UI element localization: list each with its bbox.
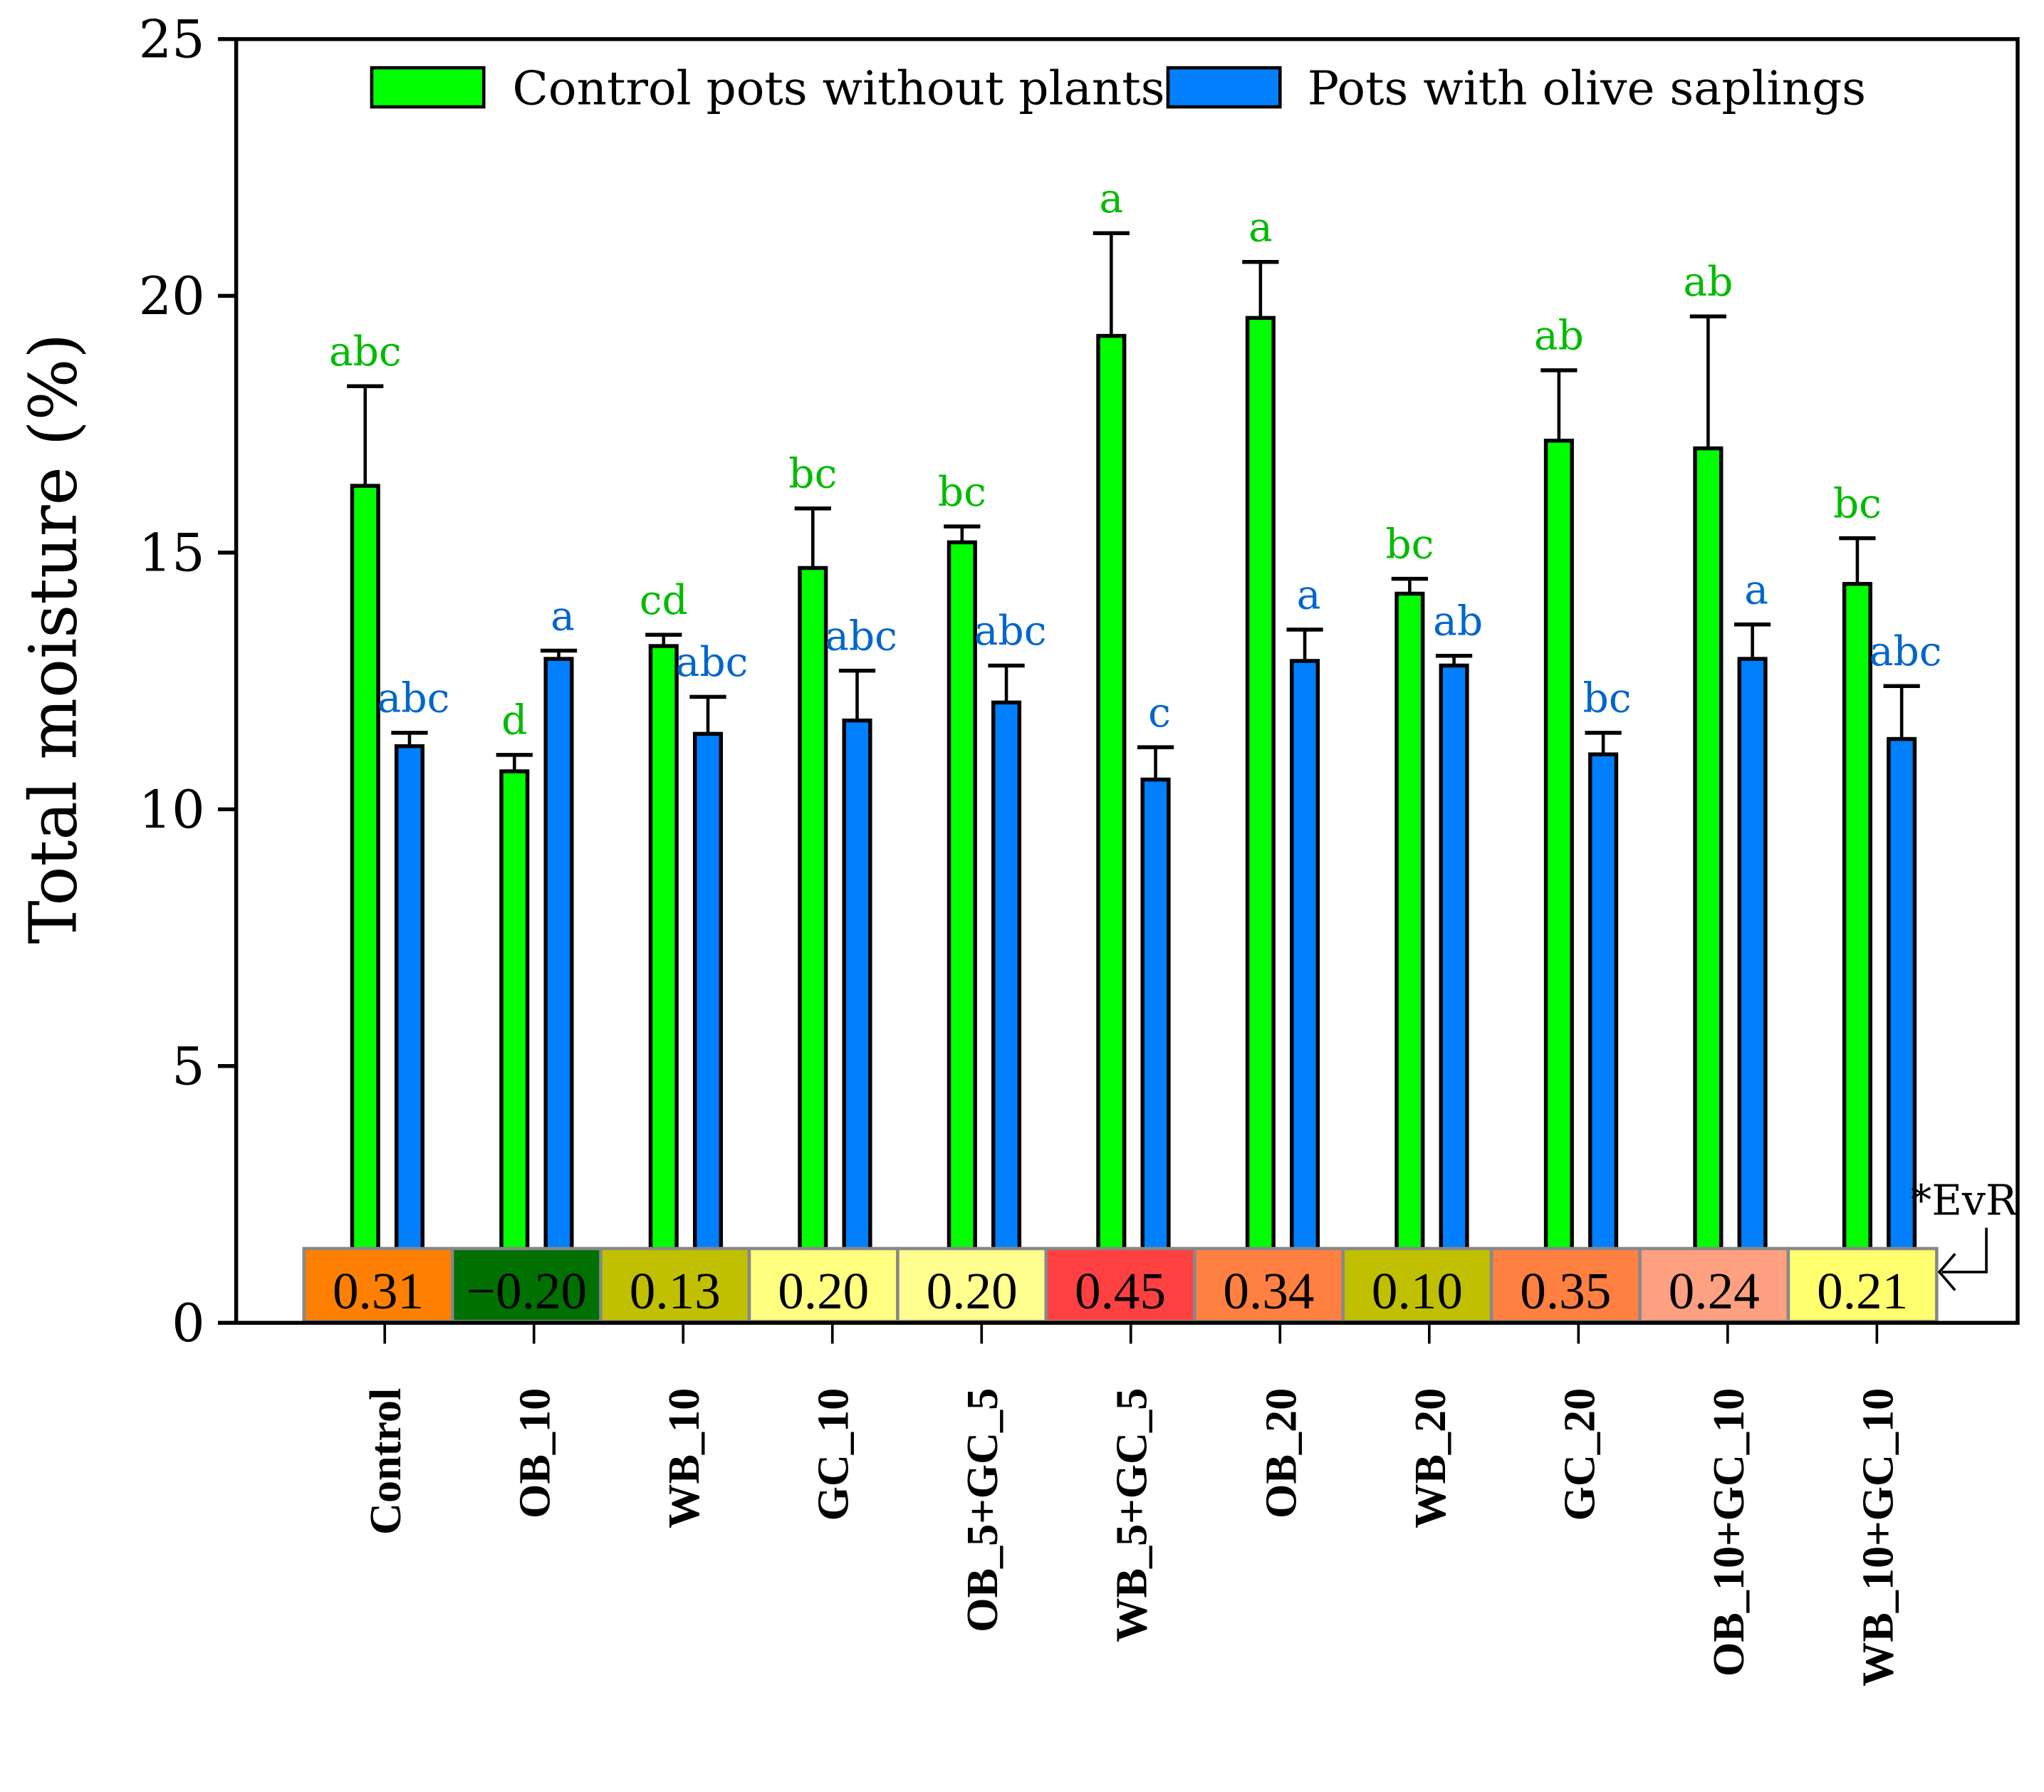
evr-value: 0.35: [1520, 1262, 1611, 1320]
significance-letter: bc: [938, 469, 986, 516]
x-tick-label: OB_20: [1257, 1388, 1305, 1518]
evr-cell: [450, 1246, 603, 1323]
evr-cell: [1044, 1246, 1196, 1323]
bar-olive: [1439, 663, 1469, 1325]
significance-letter: a: [551, 593, 575, 640]
evr-arrow-icon: [1937, 1227, 1988, 1291]
significance-letter: bc: [1385, 521, 1434, 568]
bar-olive: [991, 700, 1022, 1325]
evr-cell: [1786, 1246, 1939, 1323]
legend: Control pots without plants Pots with ol…: [370, 61, 1866, 115]
x-tick-label: GC_20: [1555, 1388, 1604, 1521]
bar-olive: [1737, 657, 1768, 1325]
significance-letter: ab: [1683, 259, 1733, 306]
bar-control: [499, 769, 530, 1325]
evr-value: 0.45: [1075, 1262, 1166, 1320]
evr-value: 0.24: [1669, 1262, 1760, 1320]
evr-value: −0.20: [466, 1262, 587, 1320]
y-axis-label: Total moisture (%): [16, 333, 92, 944]
evr-cell: [1192, 1246, 1345, 1323]
x-tick-label: WB_20: [1407, 1388, 1455, 1528]
y-tick-label: 25: [139, 10, 205, 71]
bar-control: [1394, 591, 1425, 1325]
evr-table: 0.31 −0.20 0.13 0.20 0.20 0.45 0.34 0.10 0.35 0.2…: [302, 1246, 1939, 1323]
significance-letter: abc: [329, 328, 402, 375]
evr-cell: [1638, 1246, 1790, 1323]
significance-letter: a: [1744, 566, 1768, 613]
evr-label: *EvR: [1911, 1176, 2018, 1224]
evr-value: 0.21: [1817, 1262, 1908, 1320]
bar-olive: [692, 731, 724, 1325]
bar-control: [947, 540, 977, 1325]
bar-olive: [1887, 736, 1917, 1325]
y-tick-label: 5: [172, 1036, 205, 1097]
significance-letter: abc: [676, 639, 749, 686]
x-tick-label: WB_5+GC_5: [1108, 1388, 1157, 1642]
x-tick-label: OB_5+GC_5: [959, 1388, 1007, 1632]
bar-control: [648, 644, 679, 1325]
significance-letter: a: [1099, 175, 1123, 222]
legend-label-olive: Pots with olive saplings: [1308, 61, 1866, 115]
evr-cell: [1489, 1246, 1642, 1323]
bar-olive: [842, 718, 872, 1325]
bar-olive: [394, 744, 425, 1325]
significance-letter: a: [1248, 204, 1273, 251]
bar-olive: [543, 657, 574, 1325]
y-tick-label: 10: [139, 780, 205, 840]
x-tick-label: WB_10+GC_10: [1854, 1388, 1902, 1687]
bar-control: [1543, 438, 1574, 1325]
significance-letter: abc: [377, 675, 450, 722]
y-tick-label: 15: [139, 523, 205, 583]
plot-frame: [234, 37, 2020, 1325]
significance-letter: a: [1297, 572, 1321, 619]
bar-control: [1245, 316, 1276, 1325]
x-tick-label: OB_10: [511, 1388, 560, 1518]
evr-value: 0.20: [927, 1262, 1018, 1320]
bar-olive: [1290, 659, 1320, 1325]
significance-letter: ab: [1433, 598, 1483, 645]
legend-label-control: Control pots without plants: [513, 61, 1165, 115]
legend-swatch-olive: [1166, 66, 1282, 109]
y-tick-label: 0: [172, 1293, 205, 1354]
significance-letter: bc: [1833, 480, 1882, 527]
x-tick-label: WB_10: [660, 1388, 709, 1528]
evr-value: 0.31: [333, 1262, 424, 1320]
significance-letter: bc: [788, 451, 837, 498]
x-tick-label: OB_10+GC_10: [1705, 1388, 1753, 1677]
x-tick-label: GC_10: [810, 1388, 858, 1521]
evr-cell: [747, 1246, 900, 1323]
bar-control: [1096, 333, 1127, 1325]
significance-letter: abc: [1870, 628, 1942, 675]
significance-letter: d: [501, 697, 527, 744]
evr-value: 0.34: [1223, 1262, 1314, 1320]
significance-letter: cd: [640, 577, 688, 624]
significance-letter: abc: [825, 613, 897, 660]
legend-swatch-control: [370, 66, 486, 109]
significance-letter: ab: [1534, 313, 1584, 360]
significance-letter: c: [1148, 689, 1171, 736]
bar-control: [1693, 446, 1724, 1325]
significance-letter: abc: [974, 608, 1047, 655]
bar-control: [798, 566, 828, 1325]
significance-letter: bc: [1583, 675, 1632, 722]
bar-olive: [1588, 752, 1619, 1325]
x-tick-label: Control: [362, 1388, 410, 1535]
y-tick-label: 20: [139, 266, 205, 327]
evr-value: 0.13: [630, 1262, 721, 1320]
evr-value: 0.20: [778, 1262, 869, 1320]
axes-layer: 0 5 10 15 20 25 Control OB_10 WB_10 GC_10 OB_5+GC_…: [139, 10, 1903, 1687]
bar-control: [350, 484, 380, 1325]
bar-olive: [1140, 777, 1171, 1325]
evr-value: 0.10: [1372, 1262, 1463, 1320]
bar-control: [1842, 582, 1872, 1325]
